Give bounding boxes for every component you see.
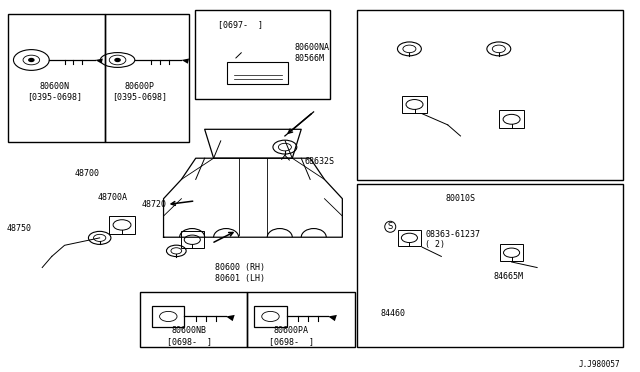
Polygon shape [328, 315, 337, 321]
Bar [105, 14, 189, 141]
Bar [195, 10, 330, 99]
Text: 84460: 84460 [381, 310, 406, 318]
Text: 48750: 48750 [6, 224, 31, 233]
Bar [227, 62, 288, 84]
Bar [254, 306, 287, 327]
Text: J.J980057: J.J980057 [579, 360, 620, 369]
Text: 80600 (RH)
80601 (LH): 80600 (RH) 80601 (LH) [215, 263, 265, 283]
Text: 48700A: 48700A [97, 193, 127, 202]
Text: 84665M: 84665M [493, 272, 524, 281]
Polygon shape [226, 315, 235, 321]
Bar [403, 96, 427, 113]
Bar [109, 216, 135, 234]
Text: 48700: 48700 [74, 169, 99, 177]
Bar [357, 184, 623, 347]
Bar [152, 306, 184, 327]
Text: 08363-61237
( 2): 08363-61237 ( 2) [426, 230, 481, 250]
Text: 80600NA: 80600NA [294, 42, 330, 51]
Text: 48720: 48720 [141, 200, 166, 209]
Bar [246, 292, 355, 347]
Bar [398, 230, 421, 246]
Bar [499, 110, 524, 128]
Text: 80600N
[0395-0698]: 80600N [0395-0698] [28, 82, 83, 101]
Circle shape [115, 58, 120, 61]
Text: 68632S: 68632S [304, 157, 334, 166]
Text: 80600NB
[0698-  ]: 80600NB [0698- ] [166, 326, 212, 346]
Text: 80600P
[0395-0698]: 80600P [0395-0698] [113, 82, 168, 101]
Polygon shape [181, 58, 189, 64]
Text: 80010S: 80010S [445, 195, 476, 203]
Bar [140, 292, 246, 347]
Polygon shape [95, 58, 103, 64]
Text: S: S [388, 222, 393, 231]
Text: 80566M: 80566M [294, 54, 324, 62]
Bar [180, 231, 204, 248]
Bar [357, 10, 623, 180]
Bar [500, 244, 523, 261]
Text: 80600PA
[0698-  ]: 80600PA [0698- ] [269, 326, 314, 346]
Bar [8, 14, 105, 141]
Text: [0697-  ]: [0697- ] [218, 20, 262, 29]
Circle shape [29, 58, 34, 61]
